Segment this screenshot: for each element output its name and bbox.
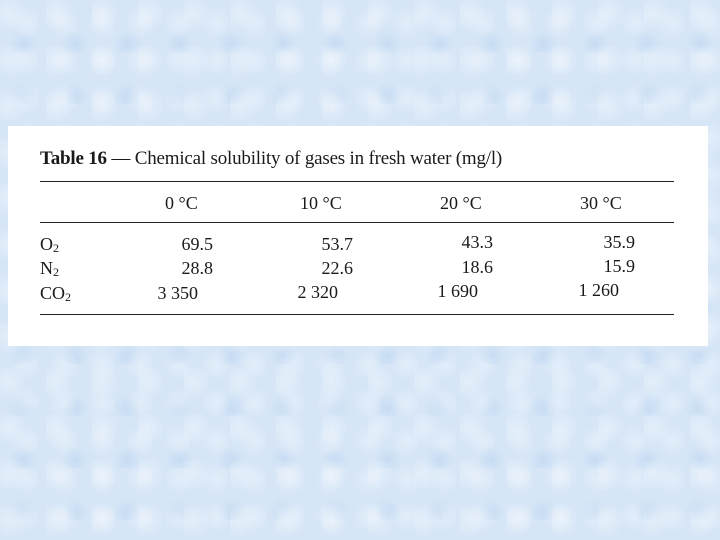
table-cell: 28.8 <box>181 258 214 278</box>
table-cell: 69.5 <box>181 234 214 254</box>
row-label-o2: O2 <box>40 234 59 255</box>
column-header-10c: 10 °C <box>300 193 342 213</box>
table-cell: 43.3 <box>461 232 494 252</box>
table-cell: 53.7 <box>321 234 354 254</box>
table-cell: 2 320 <box>297 282 339 302</box>
column-header-20c: 20 °C <box>440 193 482 213</box>
table-cell: 1 260 <box>578 280 620 300</box>
table-cell: 18.6 <box>461 257 494 277</box>
row-label-n2: N2 <box>40 258 59 279</box>
bottom-rule <box>40 314 674 315</box>
top-rule <box>40 181 674 182</box>
row-label-co2: CO2 <box>40 283 72 304</box>
table-number: Table 16 <box>40 148 107 169</box>
column-header-0c: 0 °C <box>165 193 198 213</box>
table-cell: 22.6 <box>321 258 354 278</box>
table-title: Table 16 — Chemical solubility of gases … <box>40 148 502 170</box>
table-document: Table 16 — Chemical solubility of gases … <box>8 126 708 346</box>
table-cell: 3 350 <box>157 283 199 303</box>
table-caption: — Chemical solubility of gases in fresh … <box>111 148 503 169</box>
table-cell: 35.9 <box>603 232 636 252</box>
table-cell: 15.9 <box>603 256 636 276</box>
table-cell: 1 690 <box>437 281 479 301</box>
header-rule <box>40 222 674 223</box>
column-header-30c: 30 °C <box>580 193 622 213</box>
